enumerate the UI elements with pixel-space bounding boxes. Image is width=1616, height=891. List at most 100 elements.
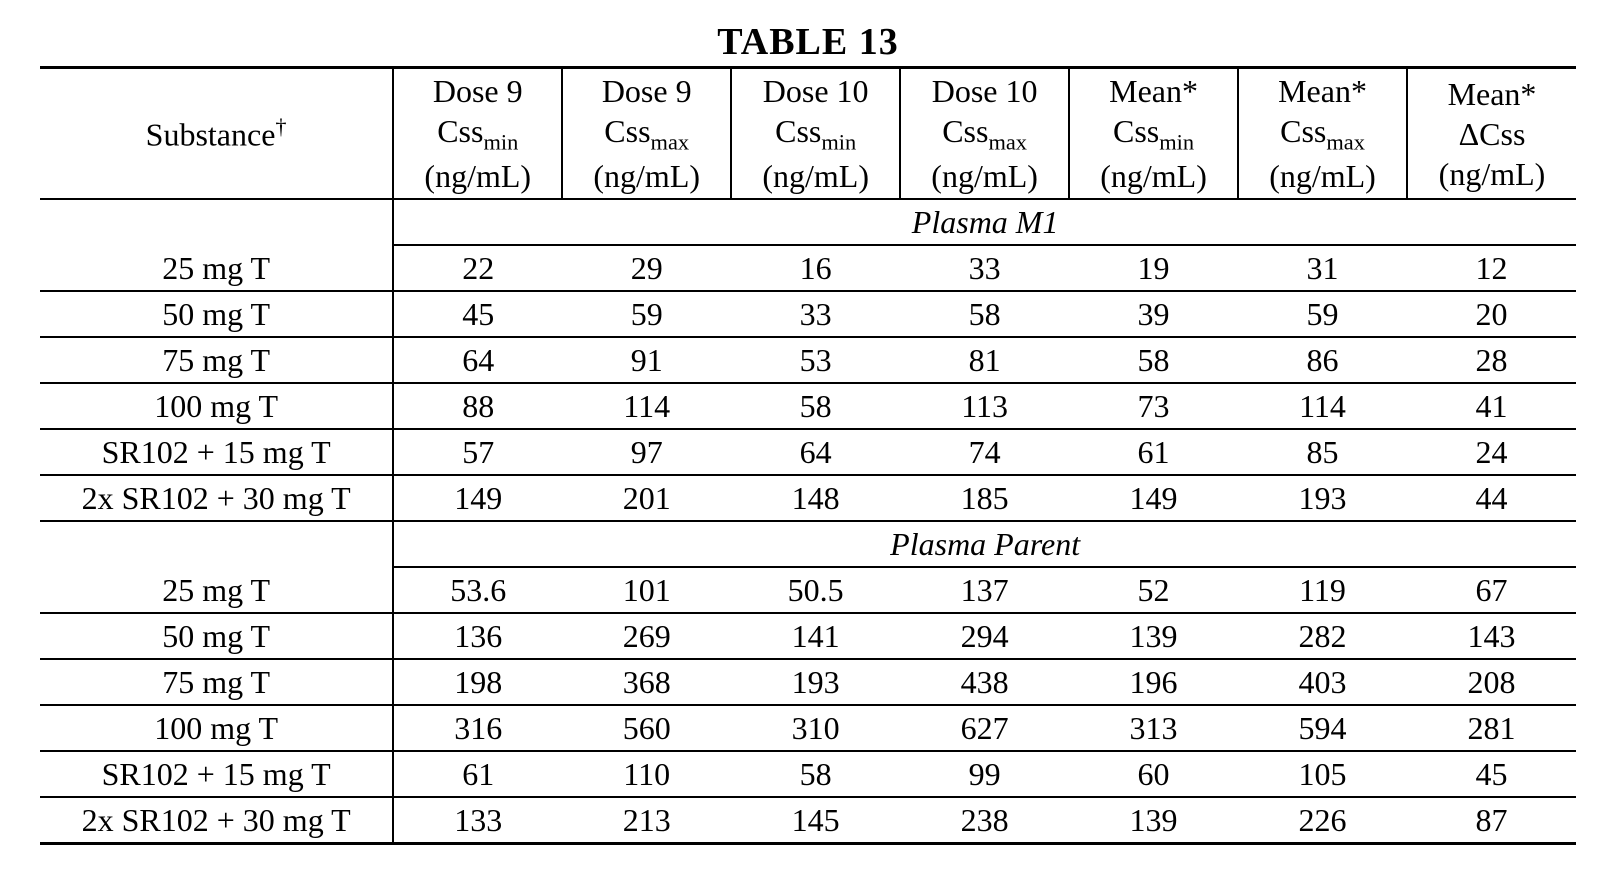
value-cell: 33 bbox=[900, 245, 1069, 291]
section-row: Plasma Parent bbox=[40, 521, 1576, 567]
value-cell: 60 bbox=[1069, 751, 1238, 797]
hdr-sub: max bbox=[651, 129, 690, 154]
value-cell: 627 bbox=[900, 705, 1069, 751]
value-cell: 24 bbox=[1407, 429, 1576, 475]
value-cell: 53 bbox=[731, 337, 900, 383]
value-cell: 148 bbox=[731, 475, 900, 521]
table-row: 25 mg T53.610150.51375211967 bbox=[40, 567, 1576, 613]
value-cell: 74 bbox=[900, 429, 1069, 475]
substance-cell: SR102 + 15 mg T bbox=[40, 751, 393, 797]
value-cell: 19 bbox=[1069, 245, 1238, 291]
hdr-l2: Css bbox=[1280, 113, 1326, 149]
value-cell: 403 bbox=[1238, 659, 1407, 705]
value-cell: 59 bbox=[1238, 291, 1407, 337]
value-cell: 149 bbox=[1069, 475, 1238, 521]
value-cell: 22 bbox=[393, 245, 562, 291]
col-substance-label: Substance bbox=[146, 117, 276, 153]
table-header-row: Substance† Dose 9 Cssmin (ng/mL) Dose 9 … bbox=[40, 68, 1576, 200]
value-cell: 64 bbox=[393, 337, 562, 383]
value-cell: 119 bbox=[1238, 567, 1407, 613]
value-cell: 53.6 bbox=[393, 567, 562, 613]
value-cell: 213 bbox=[562, 797, 731, 844]
value-cell: 133 bbox=[393, 797, 562, 844]
value-cell: 97 bbox=[562, 429, 731, 475]
value-cell: 39 bbox=[1069, 291, 1238, 337]
value-cell: 61 bbox=[393, 751, 562, 797]
value-cell: 87 bbox=[1407, 797, 1576, 844]
table-title: TABLE 13 bbox=[40, 20, 1576, 64]
hdr-unit: (ng/mL) bbox=[1414, 154, 1570, 194]
value-cell: 143 bbox=[1407, 613, 1576, 659]
value-cell: 101 bbox=[562, 567, 731, 613]
value-cell: 86 bbox=[1238, 337, 1407, 383]
hdr-sub: min bbox=[1159, 129, 1194, 154]
section-spacer bbox=[40, 521, 393, 567]
value-cell: 139 bbox=[1069, 797, 1238, 844]
value-cell: 269 bbox=[562, 613, 731, 659]
value-cell: 58 bbox=[1069, 337, 1238, 383]
col-mean-min: Mean* Cssmin (ng/mL) bbox=[1069, 68, 1238, 200]
value-cell: 20 bbox=[1407, 291, 1576, 337]
col-substance: Substance† bbox=[40, 68, 393, 200]
table-row: 75 mg T198368193438196403208 bbox=[40, 659, 1576, 705]
substance-cell: SR102 + 15 mg T bbox=[40, 429, 393, 475]
value-cell: 113 bbox=[900, 383, 1069, 429]
hdr-unit: (ng/mL) bbox=[907, 156, 1062, 196]
substance-cell: 75 mg T bbox=[40, 659, 393, 705]
value-cell: 560 bbox=[562, 705, 731, 751]
value-cell: 238 bbox=[900, 797, 1069, 844]
table-row: SR102 + 15 mg T57976474618524 bbox=[40, 429, 1576, 475]
table-row: SR102 + 15 mg T6111058996010545 bbox=[40, 751, 1576, 797]
hdr-unit: (ng/mL) bbox=[738, 156, 893, 196]
hdr-l2: Css bbox=[1113, 113, 1159, 149]
value-cell: 193 bbox=[731, 659, 900, 705]
value-cell: 85 bbox=[1238, 429, 1407, 475]
col-mean-max: Mean* Cssmax (ng/mL) bbox=[1238, 68, 1407, 200]
col-dose10-max: Dose 10 Cssmax (ng/mL) bbox=[900, 68, 1069, 200]
hdr-l1: Mean* bbox=[1414, 74, 1570, 114]
value-cell: 196 bbox=[1069, 659, 1238, 705]
hdr-unit: (ng/mL) bbox=[400, 156, 555, 196]
value-cell: 281 bbox=[1407, 705, 1576, 751]
value-cell: 114 bbox=[1238, 383, 1407, 429]
value-cell: 41 bbox=[1407, 383, 1576, 429]
substance-cell: 25 mg T bbox=[40, 567, 393, 613]
hdr-l1: Dose 10 bbox=[907, 71, 1062, 111]
value-cell: 67 bbox=[1407, 567, 1576, 613]
value-cell: 58 bbox=[731, 751, 900, 797]
substance-cell: 50 mg T bbox=[40, 291, 393, 337]
value-cell: 44 bbox=[1407, 475, 1576, 521]
hdr-l2: Css bbox=[604, 113, 650, 149]
hdr-l2: Css bbox=[942, 113, 988, 149]
value-cell: 45 bbox=[1407, 751, 1576, 797]
value-cell: 105 bbox=[1238, 751, 1407, 797]
hdr-unit: (ng/mL) bbox=[1245, 156, 1400, 196]
value-cell: 313 bbox=[1069, 705, 1238, 751]
value-cell: 137 bbox=[900, 567, 1069, 613]
value-cell: 28 bbox=[1407, 337, 1576, 383]
hdr-l1: Dose 9 bbox=[569, 71, 724, 111]
section-row: Plasma M1 bbox=[40, 199, 1576, 245]
value-cell: 12 bbox=[1407, 245, 1576, 291]
value-cell: 139 bbox=[1069, 613, 1238, 659]
substance-cell: 50 mg T bbox=[40, 613, 393, 659]
hdr-sub: max bbox=[988, 129, 1027, 154]
value-cell: 59 bbox=[562, 291, 731, 337]
hdr-unit: (ng/mL) bbox=[569, 156, 724, 196]
hdr-l2: Css bbox=[775, 113, 821, 149]
substance-cell: 75 mg T bbox=[40, 337, 393, 383]
value-cell: 91 bbox=[562, 337, 731, 383]
value-cell: 45 bbox=[393, 291, 562, 337]
table-row: 100 mg T316560310627313594281 bbox=[40, 705, 1576, 751]
value-cell: 110 bbox=[562, 751, 731, 797]
value-cell: 282 bbox=[1238, 613, 1407, 659]
value-cell: 136 bbox=[393, 613, 562, 659]
value-cell: 141 bbox=[731, 613, 900, 659]
table-row: 25 mg T22291633193112 bbox=[40, 245, 1576, 291]
table-row: 50 mg T136269141294139282143 bbox=[40, 613, 1576, 659]
substance-cell: 25 mg T bbox=[40, 245, 393, 291]
value-cell: 31 bbox=[1238, 245, 1407, 291]
value-cell: 198 bbox=[393, 659, 562, 705]
value-cell: 33 bbox=[731, 291, 900, 337]
value-cell: 57 bbox=[393, 429, 562, 475]
